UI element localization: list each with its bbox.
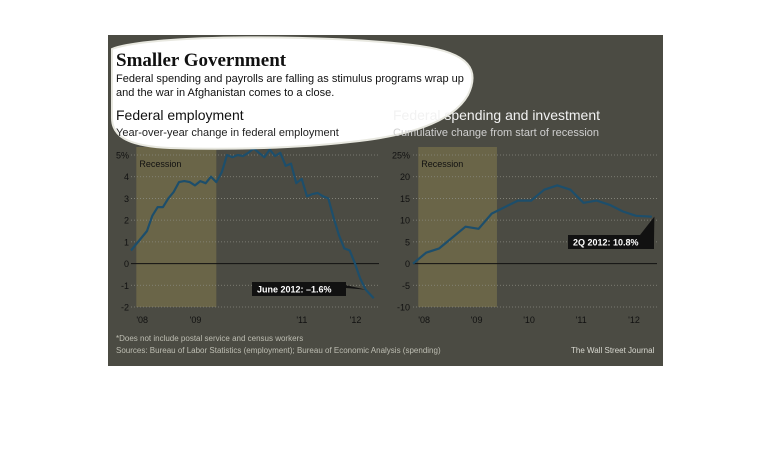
x-tick-label: '09 (190, 315, 202, 325)
y-tick-label: -5 (402, 281, 410, 291)
y-tick-label: 1 (124, 237, 129, 247)
y-tick-label: -10 (397, 303, 410, 313)
series-line (412, 184, 652, 265)
annotation-box (252, 282, 346, 296)
chart-federal-employment: Recession 5% 4 3 2 1 0 -1 -2 '08 '09 '11 '12 June 201… (116, 147, 379, 325)
y-tick-label: 20 (400, 172, 410, 182)
chart-subtitle-employment: Year-over-year change in federal employm… (116, 127, 339, 139)
series-line (130, 147, 375, 300)
y-tick-label: 0 (405, 259, 410, 269)
y-tick-label: 2 (124, 216, 129, 226)
footnote: *Does not include postal service and cen… (116, 334, 304, 343)
y-tick-label: 4 (124, 172, 129, 182)
y-tick-label: 15 (400, 194, 410, 204)
y-tick-label: 5 (405, 237, 410, 247)
chart-title-spending: Federal spending and investment (393, 107, 601, 123)
x-tick-label: '10 (523, 315, 535, 325)
highlight-shape (111, 36, 474, 150)
annotation-label: June 2012: –1.6% (257, 285, 332, 295)
y-tick-label: 0 (124, 259, 129, 269)
recession-band (136, 147, 217, 307)
recession-label: Recession (139, 159, 181, 169)
chart-title-employment: Federal employment (116, 107, 244, 123)
publisher-credit: The Wall Street Journal (571, 346, 655, 355)
y-tick-label: -2 (121, 303, 129, 313)
annotation-pointer (640, 216, 655, 241)
chart-federal-spending: Recession 25% 20 15 10 5 0 -5 -10 '08 '09 '10 '11 '12… (392, 147, 657, 325)
y-tick-label: 25% (392, 151, 410, 161)
y-tick-label: -1 (121, 281, 129, 291)
recession-label: Recession (421, 159, 463, 169)
x-tick-label: '12 (350, 315, 362, 325)
page-title: Smaller Government (116, 50, 287, 71)
x-tick-label: '12 (628, 315, 640, 325)
annotation-box (568, 235, 654, 249)
annotation-pointer (332, 282, 366, 290)
annotation-label: 2Q 2012: 10.8% (573, 238, 639, 248)
chart-subtitle-spending: Cumulative change from start of recessio… (393, 127, 600, 139)
sources-note: Sources: Bureau of Labor Statistics (emp… (116, 346, 441, 355)
x-tick-label: '08 (136, 315, 148, 325)
y-tick-label: 3 (124, 194, 129, 204)
recession-band (418, 147, 497, 307)
subtitle-line-2: and the war in Afghanistan comes to a cl… (116, 87, 335, 99)
y-tick-label: 5% (116, 151, 129, 161)
y-tick-label: 10 (400, 216, 410, 226)
x-tick-label: '09 (471, 315, 483, 325)
x-tick-label: '11 (296, 315, 307, 325)
x-tick-label: '08 (418, 315, 430, 325)
x-tick-label: '11 (576, 315, 587, 325)
subtitle-line-1: Federal spending and payrolls are fallin… (116, 73, 464, 85)
